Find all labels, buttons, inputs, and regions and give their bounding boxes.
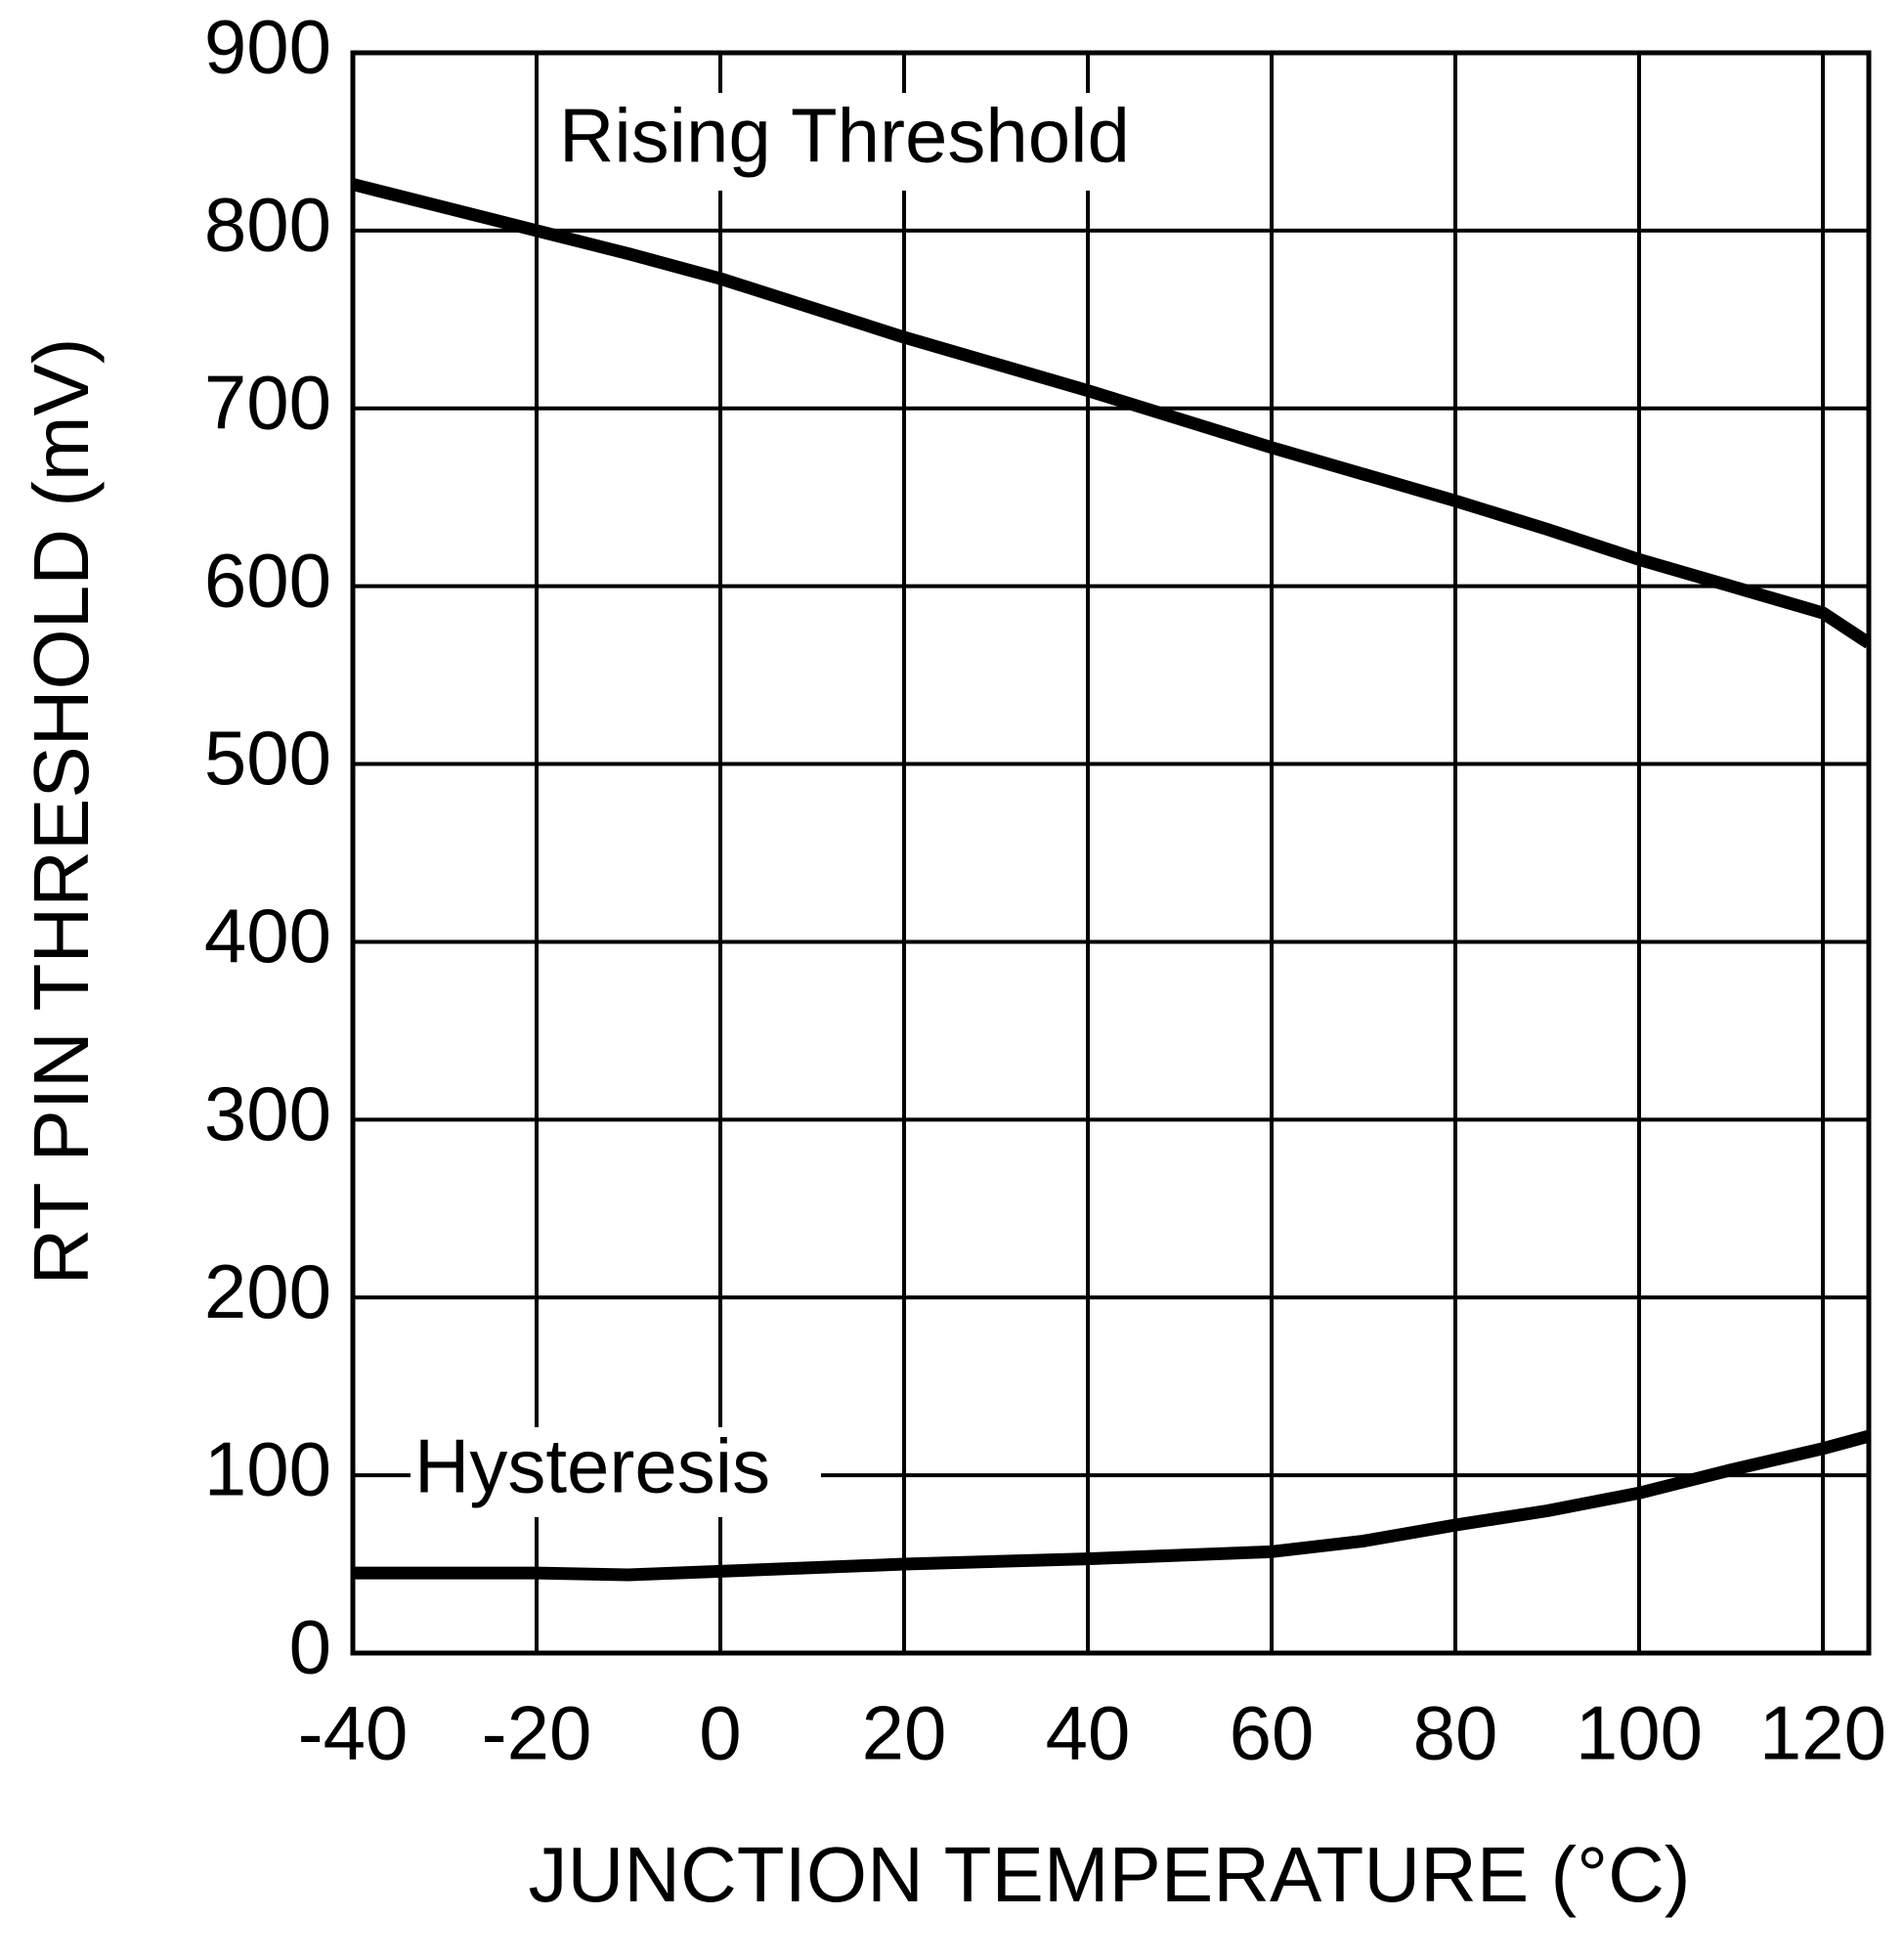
y-tick-label: 600 <box>204 537 331 623</box>
y-axis-title: RT PIN THRESHOLD (mV) <box>18 337 105 1285</box>
x-tick-label: -20 <box>482 1690 592 1776</box>
annotation-bg <box>552 93 1227 191</box>
y-tick-label: 700 <box>204 359 331 445</box>
x-axis-title: JUNCTION TEMPERATURE (°C) <box>528 1831 1690 1918</box>
x-tick-label: 120 <box>1759 1690 1886 1776</box>
y-tick-label: 100 <box>204 1426 331 1512</box>
plot-frame <box>350 50 1872 1656</box>
series-label: Hysteresis <box>414 1423 770 1509</box>
annotation-bg <box>411 1427 821 1517</box>
x-tick-label: 60 <box>1230 1690 1315 1776</box>
y-tick-label: 500 <box>204 715 331 801</box>
y-tick-label: 200 <box>204 1248 331 1334</box>
x-tick-label: 0 <box>699 1690 741 1776</box>
series-label: Rising Threshold <box>559 93 1130 179</box>
x-tick-label: 20 <box>862 1690 947 1776</box>
x-tick-label: 100 <box>1576 1690 1703 1776</box>
data-line <box>353 1429 1869 1582</box>
y-tick-label: 400 <box>204 893 331 979</box>
y-tick-label: 800 <box>204 181 331 267</box>
data-line <box>353 178 1869 649</box>
x-tick-label: -40 <box>298 1690 409 1776</box>
y-tick-label: 900 <box>204 4 331 90</box>
x-tick-label: 40 <box>1046 1690 1131 1776</box>
x-tick-label: 80 <box>1413 1690 1498 1776</box>
y-tick-label: 0 <box>289 1604 331 1690</box>
y-tick-label: 300 <box>204 1070 331 1156</box>
